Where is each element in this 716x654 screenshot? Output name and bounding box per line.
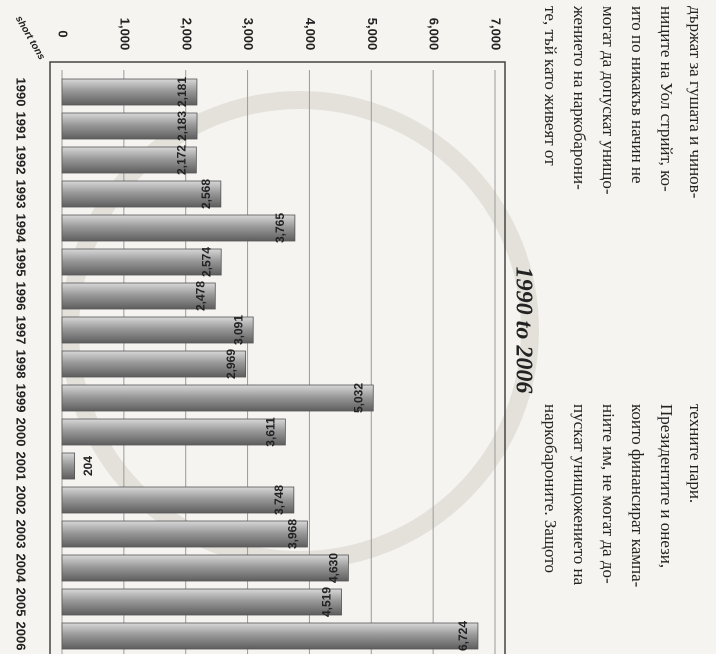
value-label: 3,968 — [286, 519, 300, 549]
body-text-line: ито по никакъв начин не — [628, 6, 647, 184]
bar — [61, 452, 76, 480]
bar — [61, 282, 216, 310]
bar — [61, 316, 254, 344]
body-text-line: нiите им, не могат да до- — [599, 404, 618, 584]
body-text-line: жението на наркобарони- — [570, 5, 589, 190]
x-tick-label: 1997 — [14, 316, 29, 345]
x-tick-label: 2002 — [14, 486, 29, 515]
x-tick-label: 1996 — [14, 282, 29, 311]
x-tick-label: 1994 — [14, 214, 29, 244]
chart-title: 1990 to 2006 — [510, 267, 536, 394]
value-label: 3,611 — [264, 417, 278, 447]
body-text-line: наркобароните. Защото — [541, 404, 560, 573]
value-label: 3,091 — [231, 315, 245, 345]
y-tick-label: 1,000 — [117, 18, 132, 51]
x-tick-label: 2003 — [14, 520, 29, 549]
bar — [61, 554, 349, 582]
body-text-line: пускат унищожението на — [570, 404, 589, 586]
bar — [61, 112, 198, 140]
value-label: 6,724 — [456, 621, 470, 651]
bar — [61, 146, 197, 174]
body-text-line: ниците на Уол стрийт, ко- — [657, 6, 676, 192]
chart-frame — [49, 61, 506, 654]
y-tick-label: 5,000 — [365, 18, 380, 51]
x-tick-label: 1990 — [14, 78, 29, 107]
x-tick-label: 1991 — [14, 112, 29, 141]
body-text-line: които финансират кампа- — [628, 404, 647, 588]
x-tick-label: 2005 — [14, 588, 29, 617]
value-label: 4,519 — [320, 587, 334, 617]
x-tick-label: 1999 — [14, 384, 29, 413]
body-text-line: те, тъй като живеят от — [541, 6, 560, 166]
bar — [61, 180, 222, 208]
value-label: 2,969 — [224, 349, 238, 379]
x-tick-label: 2004 — [14, 554, 29, 584]
bar — [61, 418, 286, 446]
bar — [61, 384, 374, 412]
x-tick-label: 1998 — [14, 350, 29, 379]
body-text-line: Президентите и онези, — [657, 404, 676, 568]
x-tick-label: 1995 — [14, 248, 29, 277]
bar — [61, 78, 198, 106]
y-tick-label: 3,000 — [241, 18, 256, 51]
value-label: 2,574 — [199, 247, 213, 277]
value-label: 2,172 — [175, 145, 189, 175]
x-tick-label: 2000 — [14, 418, 29, 447]
body-text-line: държат за гушата и чинов- — [686, 6, 705, 199]
bar — [61, 588, 342, 616]
bar — [61, 486, 295, 514]
bar — [61, 248, 222, 276]
bar — [61, 622, 479, 650]
value-label: 204 — [81, 456, 95, 476]
x-tick-label: 2001 — [14, 452, 29, 481]
body-text-line: могат да допускат унищо- — [599, 6, 618, 195]
bar — [61, 350, 247, 378]
y-tick-label: 6,000 — [427, 18, 442, 51]
x-tick-label: 1992 — [14, 146, 29, 175]
x-tick-label: 2006 — [14, 622, 29, 651]
value-label: 3,765 — [273, 213, 287, 243]
value-label: 4,630 — [327, 553, 341, 583]
x-tick-label: 1993 — [14, 180, 29, 209]
value-label: 2,181 — [175, 77, 189, 107]
body-text-line: техните пари. — [686, 404, 705, 503]
value-label: 2,568 — [199, 179, 213, 209]
value-label: 3,748 — [272, 485, 286, 515]
value-label: 5,032 — [351, 383, 365, 413]
y-tick-label: 7,000 — [489, 18, 504, 51]
y-tick-label: 2,000 — [179, 18, 194, 51]
y-tick-label: 0 — [56, 30, 71, 37]
value-label: 2,183 — [175, 111, 189, 141]
bar — [61, 214, 296, 242]
value-label: 2,478 — [193, 281, 207, 311]
bar — [61, 520, 308, 548]
y-tick-label: 4,000 — [303, 18, 318, 51]
